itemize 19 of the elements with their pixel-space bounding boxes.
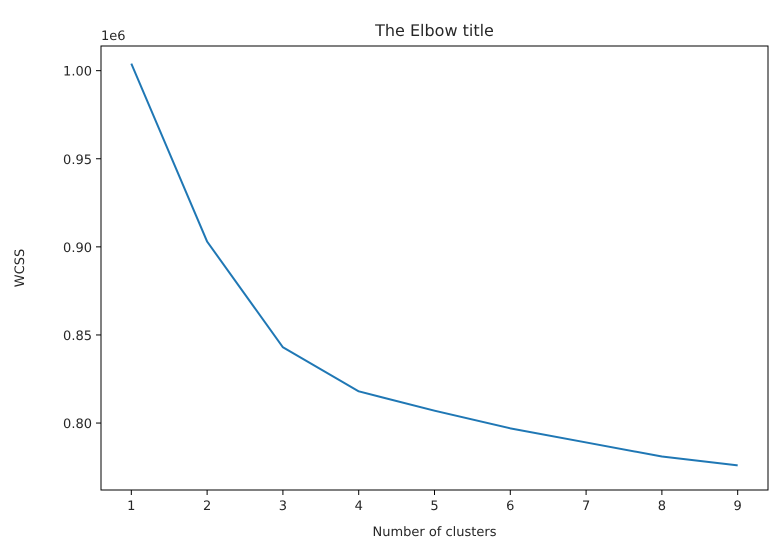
x-tick-label: 4	[354, 499, 363, 514]
x-axis-title: Number of clusters	[372, 525, 497, 540]
x-tick-label: 7	[582, 499, 590, 514]
x-tick-label: 5	[430, 499, 439, 514]
y-tick-label: 0.90	[63, 240, 92, 256]
y-axis-title: WCSS	[13, 248, 28, 288]
y-tick-label: 0.85	[63, 328, 92, 344]
y-tick-label: 0.80	[63, 417, 92, 432]
x-tick-label: 1	[127, 499, 136, 514]
x-tick-label: 9	[734, 499, 742, 514]
x-tick-label: 3	[278, 499, 288, 514]
x-tick-label: 6	[506, 499, 514, 514]
x-tick-label: 2	[202, 499, 212, 514]
chart-title: The Elbow title	[374, 21, 494, 40]
line-series	[130, 62, 739, 466]
y-tick-label: 1.00	[63, 64, 92, 80]
y-tick-label: 0.95	[63, 152, 92, 168]
text: 1e6	[101, 29, 126, 44]
x-tick-label: 8	[658, 499, 666, 514]
